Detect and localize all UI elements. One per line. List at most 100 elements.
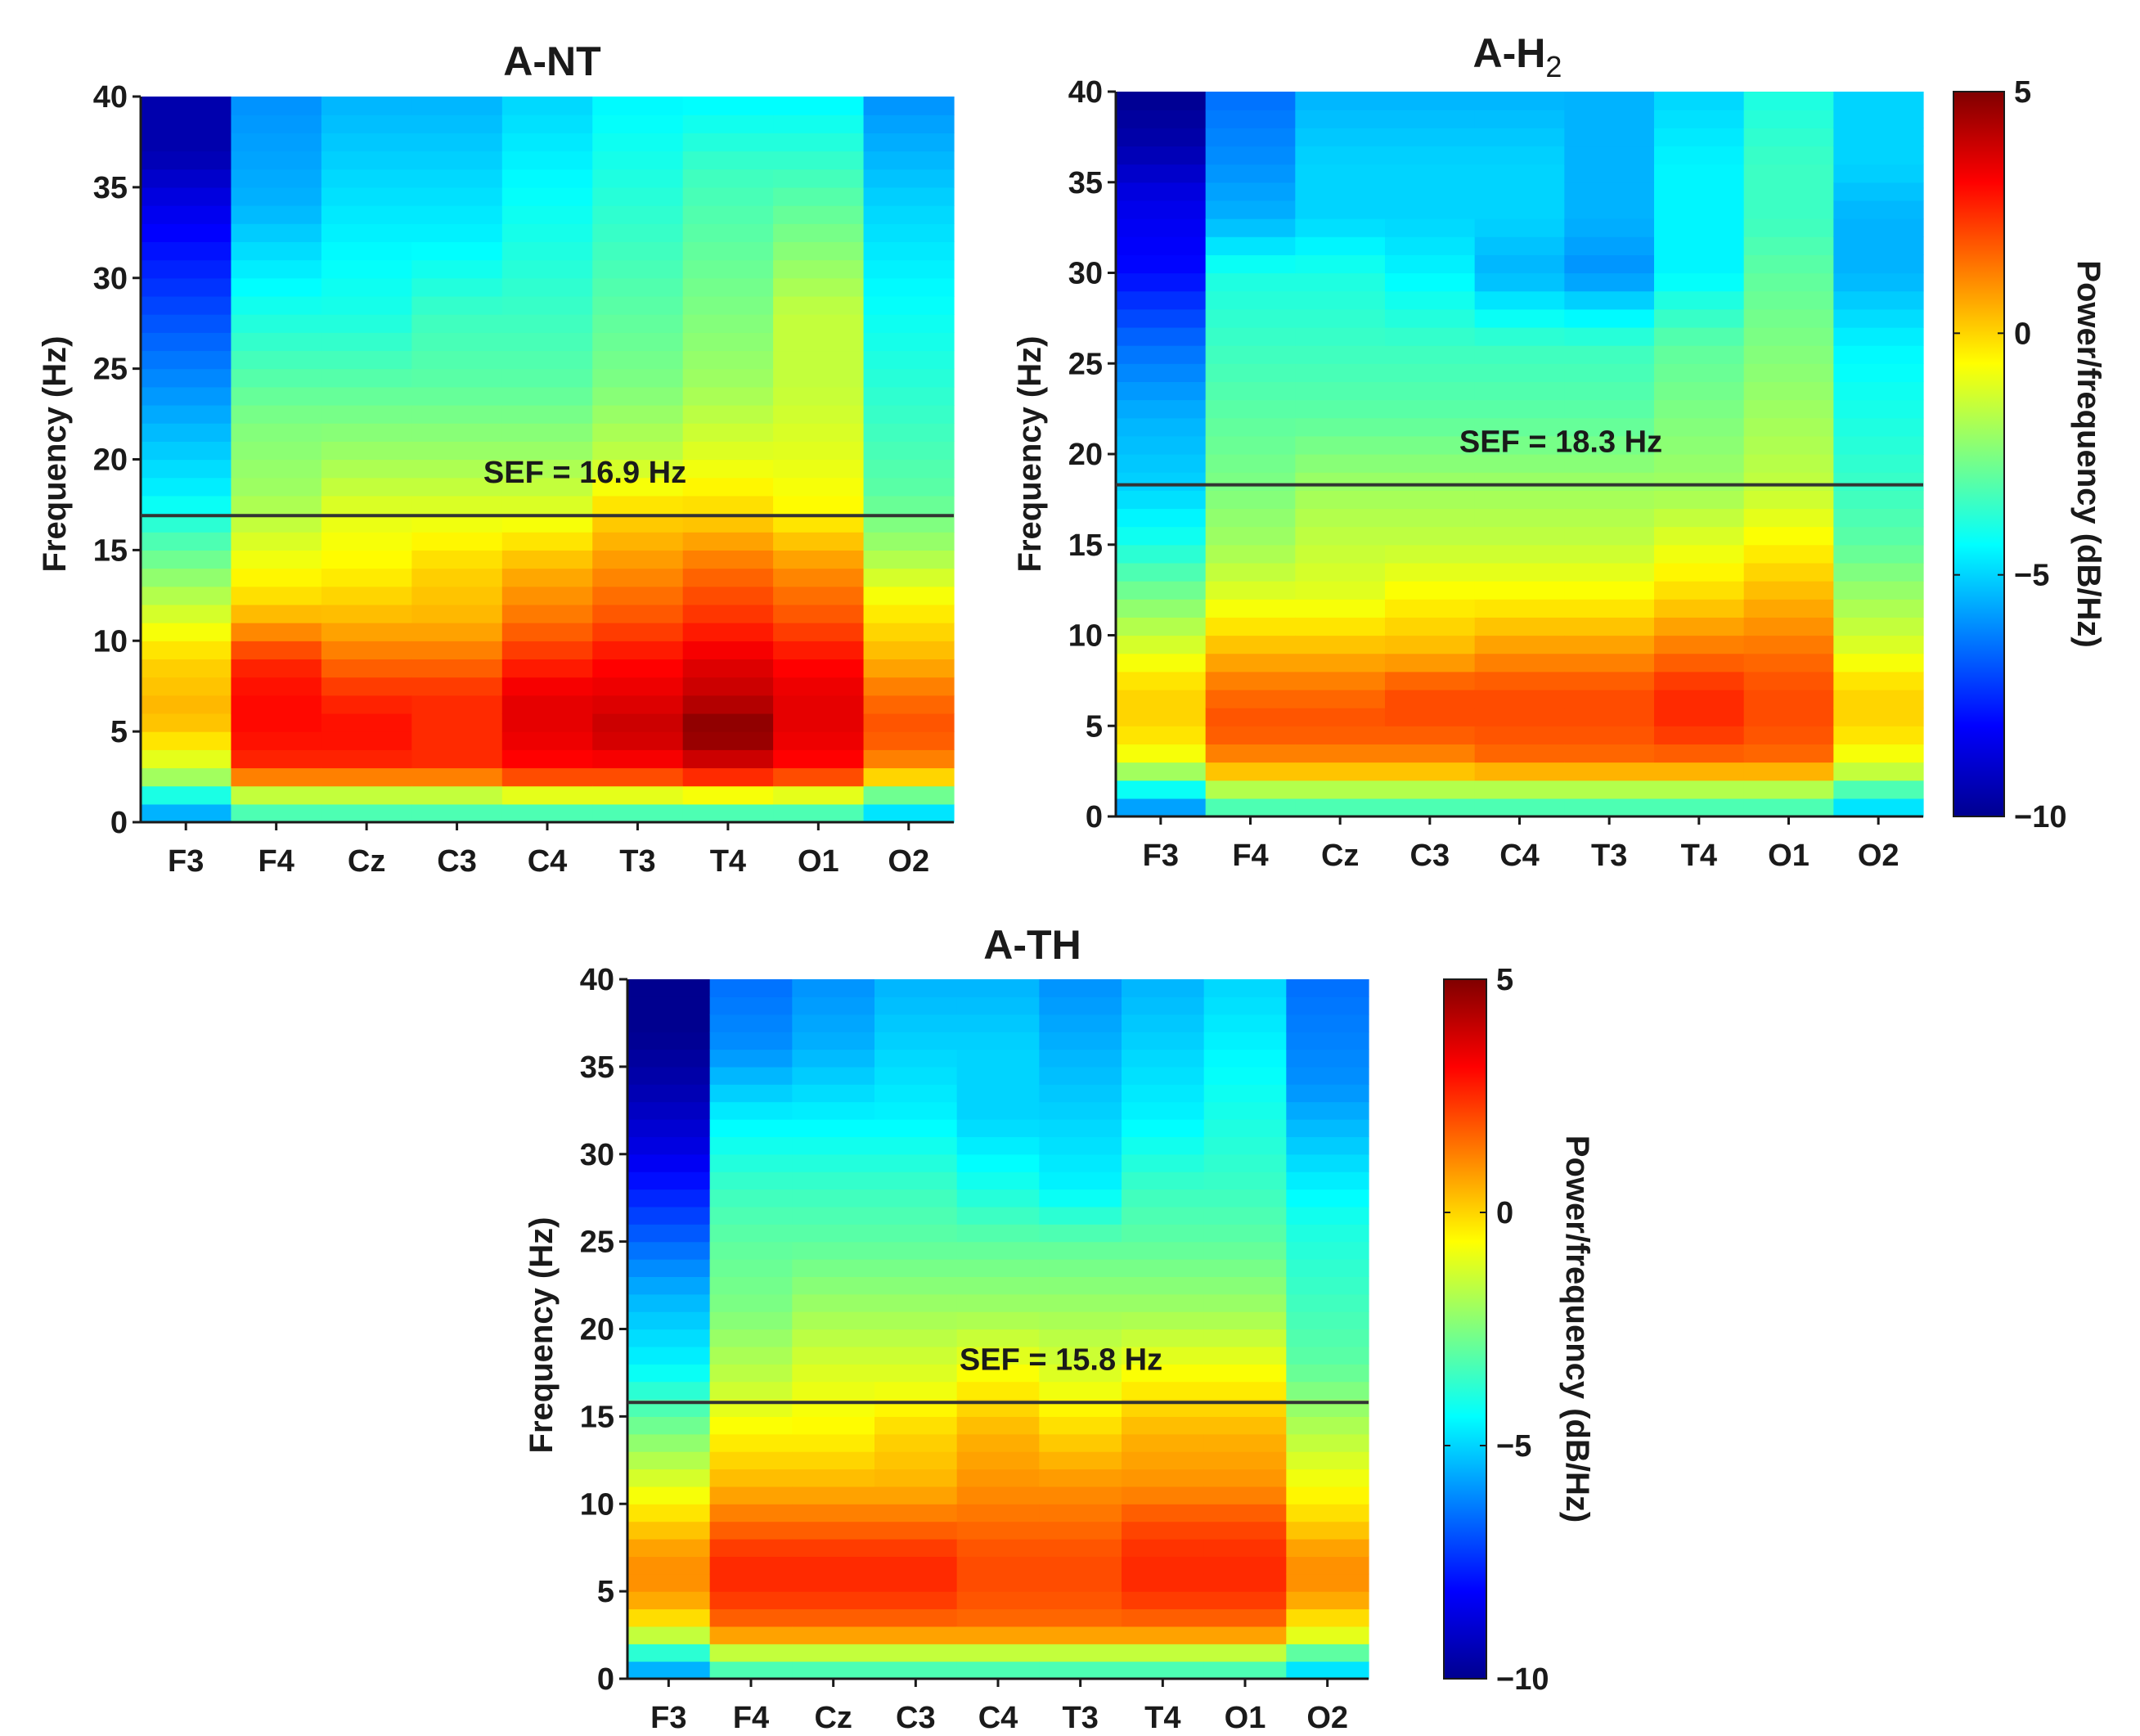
heatmap-cell <box>792 1172 875 1190</box>
heatmap-cell <box>773 803 865 823</box>
heatmap-cell <box>1122 1066 1205 1085</box>
heatmap-cell <box>141 604 232 623</box>
heatmap-cell <box>321 495 412 515</box>
heatmap-cell <box>1203 1521 1287 1540</box>
heatmap-cell <box>1295 617 1386 636</box>
colorbar-gradient <box>1443 978 1487 1680</box>
heatmap-cell <box>411 803 503 823</box>
heatmap-cell <box>1385 744 1476 763</box>
heatmap-cell <box>773 731 865 750</box>
heatmap-cell <box>1116 653 1207 672</box>
heatmap-cell <box>682 169 774 188</box>
heatmap-cell <box>792 1084 875 1103</box>
heatmap-cell <box>956 1608 1040 1627</box>
heatmap-cell <box>1564 726 1655 744</box>
heatmap-cell <box>1654 454 1745 473</box>
heatmap-cell <box>1286 1573 1369 1592</box>
heatmap-cell <box>231 169 322 188</box>
heatmap-cell <box>709 1293 793 1312</box>
heatmap-cell <box>627 1468 711 1487</box>
heatmap-cell <box>709 1066 793 1085</box>
heatmap-cell <box>709 1486 793 1504</box>
heatmap-cell <box>592 803 684 823</box>
heatmap-cell <box>1203 996 1287 1015</box>
heatmap-cell <box>1743 490 1834 510</box>
heatmap-cell <box>863 568 955 587</box>
heatmap-cell <box>1474 290 1565 310</box>
heatmap-cell <box>1205 798 1296 817</box>
heatmap-cell <box>773 532 865 551</box>
heatmap-cell <box>956 1573 1040 1592</box>
heatmap-cell <box>709 1154 793 1172</box>
heatmap-cell <box>1833 435 1924 455</box>
heatmap-cell <box>1203 1049 1287 1068</box>
heatmap-cell <box>231 749 322 769</box>
heatmap-cell <box>863 749 955 769</box>
heatmap-cell <box>792 1661 875 1680</box>
heatmap-cell <box>773 586 865 605</box>
heatmap-cell <box>773 459 865 479</box>
heatmap-cell <box>863 495 955 515</box>
heatmap-cell <box>1564 110 1655 128</box>
x-tick-label: T4 <box>710 844 746 879</box>
heatmap-cell <box>1833 780 1924 799</box>
heatmap-cell <box>1743 689 1834 708</box>
heatmap-cell <box>709 1556 793 1575</box>
heatmap-cell <box>1743 562 1834 582</box>
heatmap-cell <box>1474 472 1565 491</box>
heatmap-cell <box>1286 1066 1369 1085</box>
heatmap-cell <box>1474 671 1565 690</box>
heatmap-cell <box>411 259 503 279</box>
heatmap-cell <box>1286 1346 1369 1365</box>
y-tick-label: 10 <box>1068 619 1103 654</box>
heatmap-cell <box>792 1486 875 1504</box>
heatmap-cell <box>682 295 774 315</box>
heatmap-cell <box>956 1486 1040 1504</box>
heatmap-cell <box>1654 726 1745 744</box>
y-tick-label: 25 <box>1068 347 1103 381</box>
heatmap-cell <box>1205 146 1296 165</box>
heatmap-cell <box>709 1276 793 1295</box>
heatmap-cell <box>411 332 503 352</box>
heatmap-cell <box>231 532 322 551</box>
heatmap-cell <box>1203 1276 1287 1295</box>
heatmap-cell <box>1385 780 1476 799</box>
heatmap-cell <box>1833 708 1924 726</box>
heatmap-cell <box>141 314 232 333</box>
heatmap-cell <box>792 1049 875 1068</box>
y-ticks-a-h2: 0 5 10 15 20 25 30 35 40 <box>1068 75 1116 834</box>
heatmap-cell <box>773 97 865 115</box>
heatmap-cell <box>1385 599 1476 618</box>
heatmap-cell <box>231 223 322 242</box>
heatmap-cell <box>592 151 684 170</box>
heatmap-cell <box>1286 996 1369 1015</box>
heatmap-cell <box>709 1084 793 1103</box>
heatmap-cell <box>682 350 774 370</box>
heatmap-cell <box>1205 689 1296 708</box>
heatmap-cell <box>1295 726 1386 744</box>
heatmap-cell <box>1564 164 1655 183</box>
heatmap-cell <box>863 532 955 551</box>
heatmap-cell <box>1203 1661 1287 1680</box>
heatmap-cell <box>1564 272 1655 292</box>
heatmap-cell <box>1295 218 1386 237</box>
heatmap-cell <box>411 495 503 515</box>
heatmap-cell <box>709 1504 793 1522</box>
heatmap-cell <box>231 586 322 605</box>
y-tick-label: 35 <box>93 171 128 205</box>
y-axis-label-a-nt: Frequency (Hz) <box>37 336 73 573</box>
heatmap-cell <box>1564 308 1655 328</box>
heatmap-cell <box>1116 744 1207 763</box>
heatmap-cell <box>709 1626 793 1644</box>
heatmap-cell <box>592 350 684 370</box>
heatmap-cell <box>1205 490 1296 510</box>
heatmap-cell <box>1203 1084 1287 1103</box>
heatmap-cell <box>1205 381 1296 401</box>
x-tick-label: T4 <box>1144 1701 1180 1735</box>
heatmap-cell <box>1116 308 1207 328</box>
heatmap-cell <box>501 314 593 333</box>
heatmap-cell <box>627 1293 711 1312</box>
heatmap-cell <box>874 1084 958 1103</box>
x-tick-label: O2 <box>1858 839 1899 873</box>
heatmap-cell <box>956 1591 1040 1610</box>
